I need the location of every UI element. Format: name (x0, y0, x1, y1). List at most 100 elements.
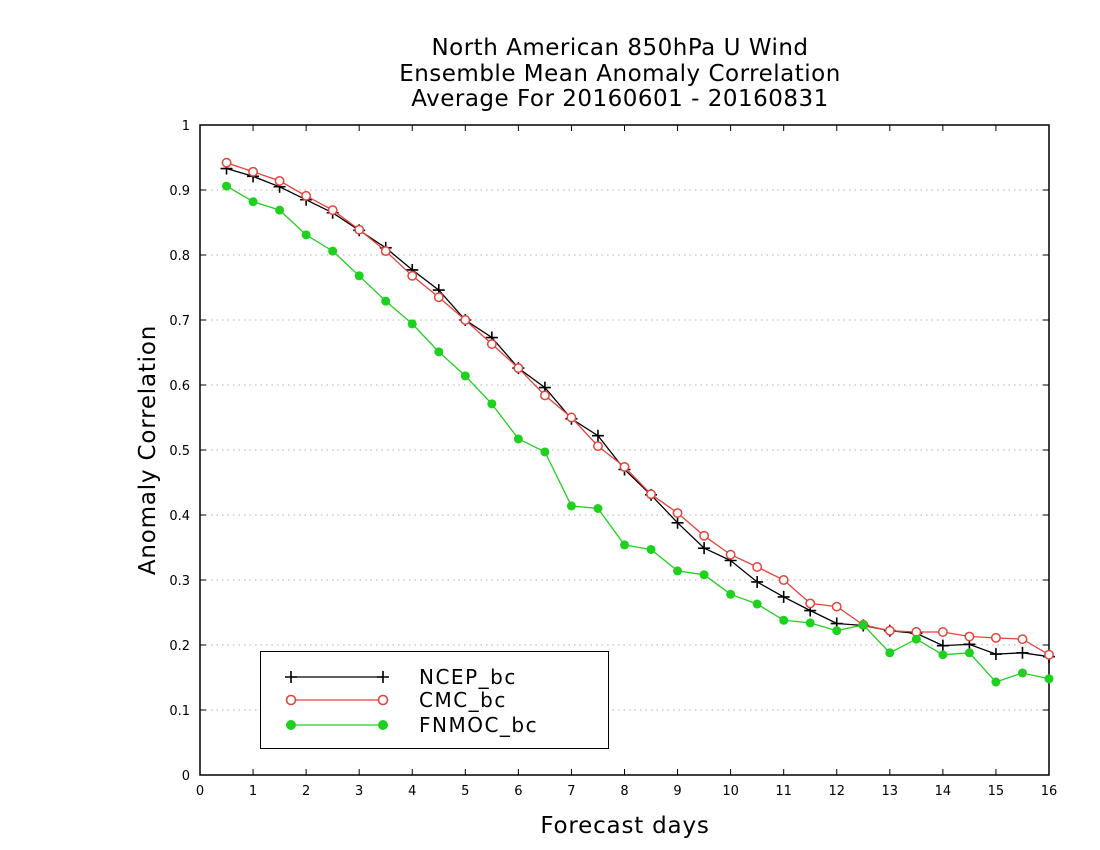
data-point (1016, 646, 1029, 659)
data-point (672, 508, 683, 518)
data-point (778, 575, 789, 585)
y-tick-label: 0.1 (169, 704, 190, 719)
data-point (248, 166, 259, 177)
data-point (513, 363, 524, 374)
data-point (726, 589, 736, 599)
x-tick-label: 2 (302, 784, 310, 799)
data-point (487, 399, 497, 409)
series-line (226, 167, 1050, 658)
data-point (991, 677, 1001, 687)
data-point (327, 205, 338, 216)
data-point (699, 570, 709, 580)
legend-item-fnmoc: FNMOC_bc (261, 713, 606, 737)
data-point (354, 224, 365, 235)
data-point (936, 639, 949, 652)
data-point (989, 648, 1002, 661)
data-point (1044, 674, 1054, 684)
data-point (566, 501, 576, 511)
x-tick-label: 10 (722, 784, 739, 799)
data-point (779, 615, 789, 625)
data-point (593, 441, 603, 452)
data-point (354, 271, 364, 281)
data-point (884, 625, 895, 636)
legend-swatch-ncep (285, 671, 389, 683)
x-tick-label: 16 (1041, 784, 1058, 799)
y-tick-label: 0.6 (169, 379, 190, 394)
series-fnmoc-bc (222, 181, 1054, 687)
x-tick-label: 13 (882, 784, 899, 799)
data-point (831, 601, 842, 612)
data-point (911, 634, 921, 644)
x-tick-label: 1 (249, 784, 257, 799)
data-point (671, 516, 684, 529)
data-point (513, 434, 523, 444)
x-tick-label: 6 (514, 784, 522, 799)
x-tick-label: 9 (673, 784, 681, 799)
data-point (964, 648, 974, 658)
data-point (725, 549, 736, 560)
x-tick-label: 14 (935, 784, 952, 799)
data-point (460, 371, 470, 381)
legend-swatch-cmc (285, 694, 389, 706)
y-tick-label: 0.5 (169, 444, 190, 459)
y-tick-label: 0.8 (169, 249, 190, 264)
series-ncep-bc (220, 162, 1055, 663)
y-axis-label: Anomaly Correlation (135, 325, 161, 575)
y-tick-label: 0.7 (169, 314, 190, 329)
data-point (752, 599, 762, 609)
data-point (407, 270, 418, 281)
x-tick-label: 8 (620, 784, 628, 799)
x-tick-label: 4 (408, 784, 416, 799)
data-point (937, 627, 948, 637)
chart-title-line-3: Average For 20160601 - 20160831 (411, 86, 829, 112)
data-point (699, 530, 710, 541)
x-tick-label: 3 (355, 784, 363, 799)
data-point (486, 339, 497, 349)
data-point (619, 461, 630, 472)
x-tick-label: 11 (775, 784, 792, 799)
data-point (301, 190, 312, 201)
data-point (751, 575, 764, 588)
data-point (381, 296, 391, 306)
data-point (380, 246, 391, 257)
data-point (620, 540, 629, 550)
data-point (673, 566, 683, 576)
data-point (593, 504, 603, 513)
y-tick-label: 0.9 (169, 184, 190, 199)
series-cmc-bc (221, 157, 1054, 660)
data-point (990, 632, 1001, 643)
data-point (698, 542, 711, 555)
data-point (964, 631, 975, 642)
data-point (566, 412, 577, 423)
data-point (301, 230, 311, 240)
data-point (274, 175, 285, 186)
x-tick-label: 7 (567, 784, 575, 799)
data-point (805, 598, 816, 609)
data-point (1017, 634, 1028, 645)
y-tick-label: 0 (182, 769, 190, 784)
data-point (434, 347, 444, 357)
data-point (646, 544, 656, 554)
legend-item-cmc: CMC_bc (261, 688, 606, 712)
data-point (460, 315, 471, 325)
chart-title: North American 850hPa U Wind Ensemble Me… (390, 35, 850, 113)
data-point (539, 390, 550, 401)
y-tick-label: 0.3 (169, 574, 190, 589)
x-tick-label: 12 (828, 784, 845, 799)
legend-swatch-fnmoc (286, 720, 388, 730)
data-point (433, 292, 444, 303)
legend-label-cmc: CMC_bc (419, 688, 507, 712)
legend-item-ncep: NCEP_bc (261, 665, 606, 689)
legend-label-ncep: NCEP_bc (419, 665, 517, 689)
data-point (777, 590, 790, 603)
chart-title-line-2: Ensemble Mean Anomaly Correlation (399, 60, 841, 87)
y-tick-label: 1 (182, 119, 190, 134)
data-point (248, 197, 258, 207)
chart-title-line-1: North American 850hPa U Wind (431, 35, 809, 61)
data-point (407, 319, 417, 329)
data-point (752, 562, 763, 572)
data-point (832, 626, 842, 636)
data-point (221, 157, 232, 168)
legend-label-fnmoc: FNMOC_bc (419, 713, 539, 737)
